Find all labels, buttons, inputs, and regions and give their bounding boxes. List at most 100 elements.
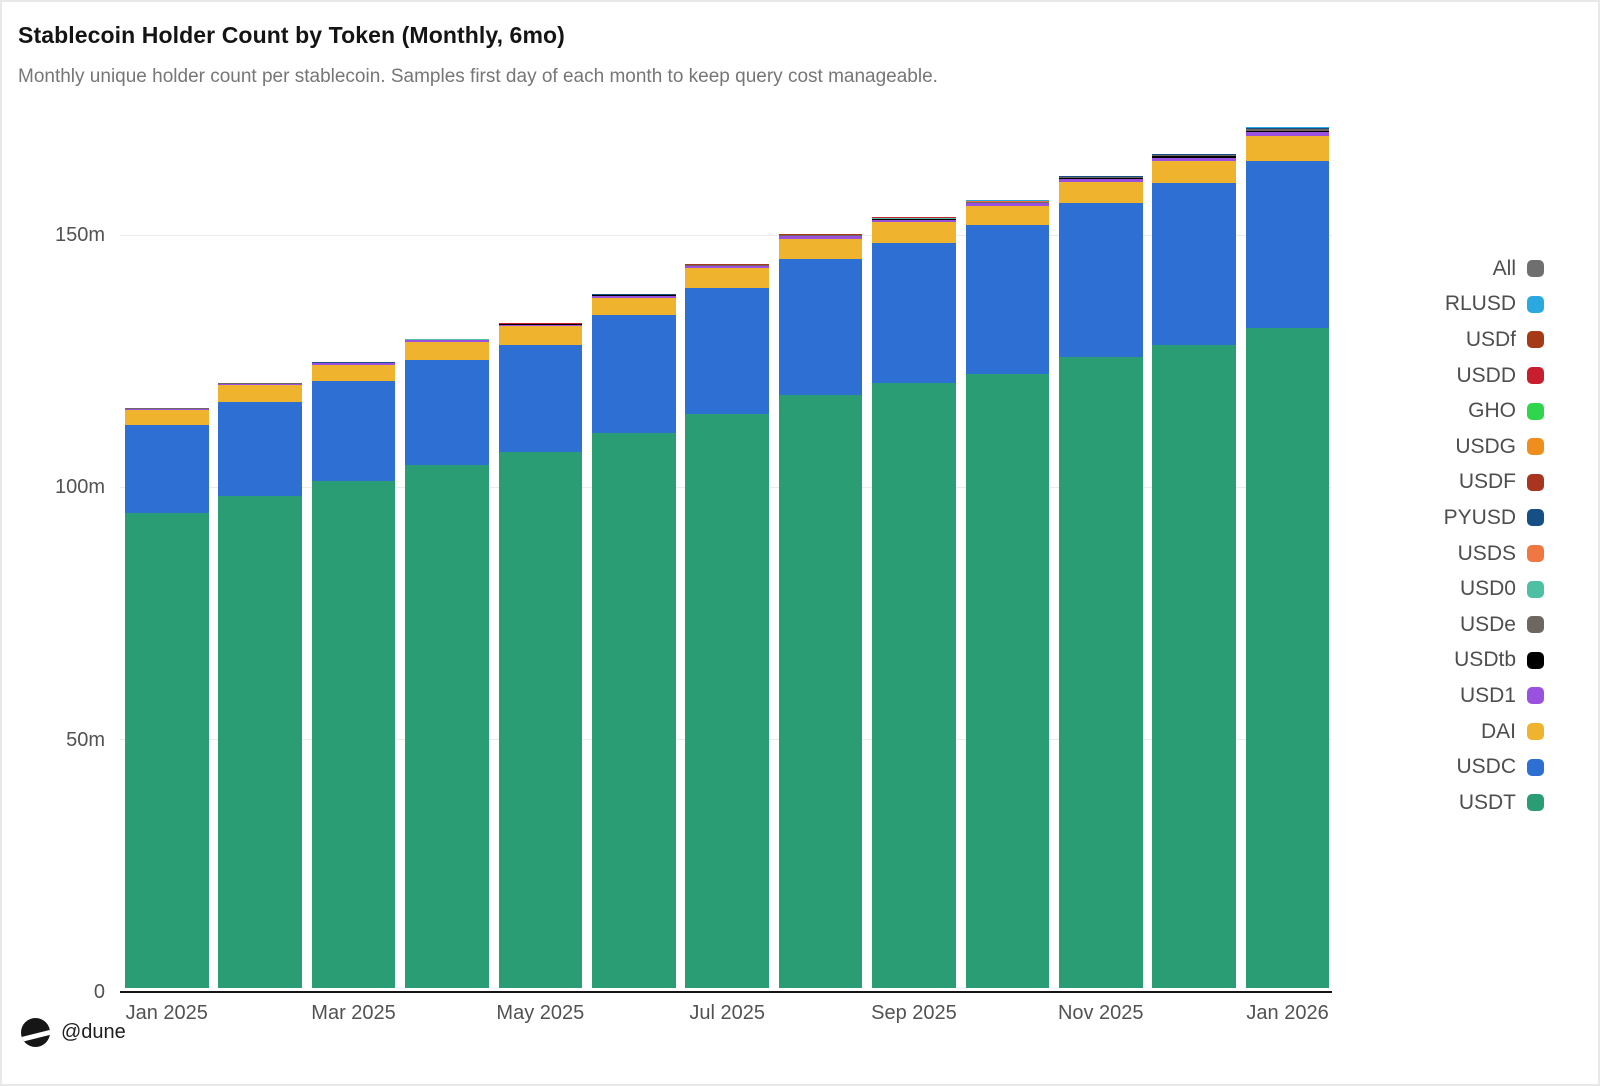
bar-segment-usdc (685, 287, 769, 414)
bar-column-aug-2025 (778, 233, 863, 988)
bar-segment-usde (872, 218, 956, 220)
legend-item-usd1[interactable]: USD1 (1444, 678, 1544, 714)
x-axis-label-sep-2025: Sep 2025 (871, 1002, 957, 1024)
y-axis-label-150m: 150m (54, 224, 105, 246)
legend-label-rlusd: RLUSD (1444, 292, 1516, 316)
bar-segment-dai (311, 364, 396, 382)
legend-label-usdc: USDC (1456, 755, 1516, 779)
bar-segment-dai (965, 206, 1050, 225)
legend-label-usd1: USD1 (1459, 683, 1516, 707)
legend-label-usd0: USD0 (1459, 577, 1516, 601)
legend-label-usdt: USDT (1458, 790, 1516, 814)
legend-item-dai[interactable]: DAI (1444, 714, 1544, 750)
bar-segment-usd1 (592, 295, 676, 298)
bar-segment-usdt (685, 413, 769, 988)
legend-swatch-usdf (1527, 331, 1544, 349)
legend-item-usdg[interactable]: USDG (1444, 429, 1544, 465)
bar-segment-usdc (592, 315, 676, 433)
bar-column-jun-2025 (592, 293, 676, 988)
legend-label-usdg: USDG (1455, 434, 1516, 458)
legend-item-gho[interactable]: GHO (1444, 393, 1544, 429)
legend-item-usdc[interactable]: USDC (1444, 749, 1544, 785)
y-axis-label-0: 0 (93, 981, 105, 1003)
bar-segment-usd1 (311, 363, 396, 365)
bar-segment-dai (1152, 160, 1236, 183)
legend-swatch-gho (1527, 402, 1544, 420)
legend-swatch-usd0 (1527, 580, 1544, 598)
x-axis-label-mar-2025: Mar 2025 (311, 1002, 396, 1024)
bar-segment-dai (125, 409, 209, 425)
bar-segment-usdt (125, 513, 209, 988)
legend-item-usdt[interactable]: USDT (1444, 785, 1544, 821)
bar-segment-dai (218, 384, 302, 402)
legend-label-usds: USDS (1457, 541, 1516, 565)
dune-handle: @dune (61, 1021, 126, 1043)
bar-segment-usdc (405, 359, 489, 465)
bar-segment-usdt (1152, 344, 1236, 988)
bar-segment-usdt (311, 481, 396, 988)
legend-swatch-dai (1527, 723, 1544, 741)
bar-segment-usdc (1152, 182, 1236, 345)
legend-swatch-pyusd (1527, 509, 1544, 527)
bar-segment-usd1 (405, 340, 489, 342)
bar-segment-dai (498, 326, 583, 345)
bar-segment-usdt (778, 394, 863, 988)
chart-header: Stablecoin Holder Count by Token (Monthl… (18, 22, 938, 88)
legend-item-usd0[interactable]: USD0 (1444, 571, 1544, 607)
bar-segment-dai (592, 297, 676, 316)
bar-segment-usde (1152, 155, 1236, 157)
legend-swatch-usd1 (1527, 687, 1544, 705)
legend-swatch-usdtb (1527, 651, 1544, 669)
bar-segment-usdt (872, 382, 956, 988)
legend-item-usdf[interactable]: USDF (1444, 465, 1544, 501)
bar-segment-usde (778, 235, 863, 236)
bar-column-oct-2025 (965, 200, 1050, 988)
bar-segment-dai (405, 341, 489, 360)
bar-segment-usd1 (218, 383, 302, 385)
bar-column-may-2025 (498, 323, 583, 988)
bar-segment-dai (1059, 182, 1143, 204)
bar-segment-usdc (498, 344, 583, 452)
chart-title: Stablecoin Holder Count by Token (Monthl… (18, 22, 565, 48)
legend-swatch-all (1527, 260, 1544, 278)
y-axis-label-50m: 50m (66, 728, 105, 751)
bar-segment-usdt (1245, 327, 1330, 988)
legend-label-all: All (1492, 256, 1516, 280)
legend-label-usdf: USDf (1465, 327, 1516, 351)
x-axis-label-may-2025: May 2025 (496, 1002, 585, 1024)
bar-segment-dai (872, 222, 956, 243)
chart-subtitle: Monthly unique holder count per stableco… (18, 66, 938, 87)
bar-segment-usdc (1059, 203, 1143, 358)
bar-segment-usde (1245, 129, 1330, 131)
legend-item-usdf[interactable]: USDf (1444, 322, 1544, 358)
legend-item-usds[interactable]: USDS (1444, 536, 1544, 572)
bar-segment-usdc (872, 242, 956, 383)
legend-item-rlusd[interactable]: RLUSD (1444, 287, 1544, 323)
bar-segment-dai (685, 268, 769, 288)
bar-segment-usdc (1245, 160, 1330, 328)
bar-segment-usdc (311, 381, 396, 482)
legend-item-usdd[interactable]: USDD (1444, 358, 1544, 394)
x-axis-label-jan-2025: Jan 2025 (125, 1002, 208, 1024)
legend-item-pyusd[interactable]: PYUSD (1444, 500, 1544, 536)
bar-column-jan-2026 (1245, 127, 1330, 988)
legend-item-usdtb[interactable]: USDtb (1444, 643, 1544, 679)
legend-swatch-usdg (1527, 438, 1544, 456)
bar-segment-usd1 (1245, 132, 1330, 136)
legend-item-usde[interactable]: USDe (1444, 607, 1544, 643)
bar-segment-usd1 (778, 236, 863, 239)
bar-segment-usde (1059, 177, 1143, 179)
bar-segment-usdtb (965, 202, 1050, 204)
bar-column-feb-2025 (218, 382, 302, 988)
legend-swatch-usde (1527, 616, 1544, 634)
bar-segment-usdt (965, 373, 1050, 988)
legend-label-usdd: USDD (1456, 363, 1516, 387)
bar-segment-dai (778, 238, 863, 259)
legend-item-all[interactable]: All (1444, 251, 1544, 287)
bar-segment-usdc (218, 401, 302, 497)
footer: @dune (20, 1017, 126, 1048)
x-axis-label-nov-2025: Nov 2025 (1057, 1002, 1144, 1024)
legend-label-usde: USDe (1459, 612, 1516, 636)
bar-segment-usd1 (125, 408, 209, 410)
